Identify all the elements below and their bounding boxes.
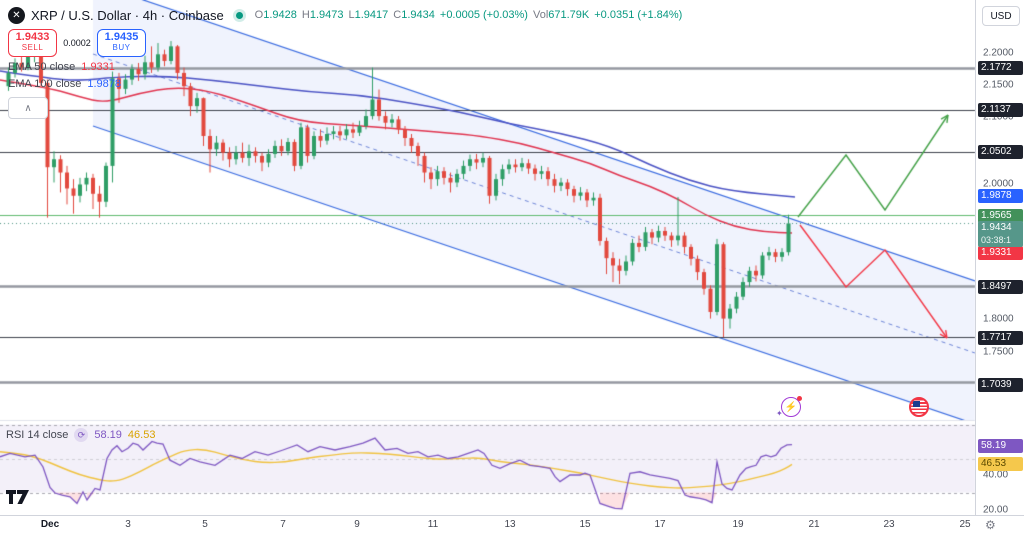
spread-value: 0.0002 bbox=[63, 38, 91, 48]
time-axis-label: 17 bbox=[654, 519, 666, 530]
rsi-ma-value: 46.53 bbox=[127, 429, 156, 441]
price-change: +0.0005 (+0.03%) bbox=[439, 9, 528, 21]
price-axis-tick: 1.7500 bbox=[983, 346, 1014, 358]
current-price-label: 1.9434 03:38:1 bbox=[978, 221, 1023, 247]
ema100-legend[interactable]: EMA 100 close 1.9878 bbox=[8, 78, 122, 90]
tradingview-logo-icon[interactable] bbox=[6, 490, 29, 509]
time-axis-label: Dec bbox=[40, 519, 60, 530]
symbol-row[interactable]: ✕ XRP / U.S. Dollar · 4h · Coinbase O1.9… bbox=[8, 6, 682, 24]
rsi-label: RSI 14 close bbox=[6, 429, 69, 441]
price-axis[interactable]: USD 2.2000 2.1500 2.1000 2.0000 1.8000 1.7500… bbox=[975, 0, 1024, 516]
price-axis-tick: 20.00 bbox=[983, 504, 1009, 516]
time-axis-label: 11 bbox=[427, 519, 439, 530]
currency-toggle-button[interactable]: USD bbox=[982, 6, 1020, 26]
time-axis-label: 25 bbox=[959, 519, 971, 530]
sparkle-icon: ✦ bbox=[776, 409, 783, 418]
sell-button[interactable]: 1.9433 SELL bbox=[8, 29, 57, 57]
time-axis-label: 23 bbox=[883, 519, 895, 530]
price-level-label: 1.8497 bbox=[978, 280, 1023, 294]
time-axis-label: 19 bbox=[732, 519, 744, 530]
market-status-dot-icon bbox=[235, 11, 243, 19]
price-level-label: 1.7039 bbox=[978, 378, 1023, 392]
chart-legend: ✕ XRP / U.S. Dollar · 4h · Coinbase O1.9… bbox=[8, 6, 682, 119]
flag-canton bbox=[913, 401, 920, 407]
price-axis-tick: 1.8000 bbox=[983, 313, 1014, 325]
price-level-label: 1.9878 bbox=[978, 189, 1023, 203]
time-axis[interactable]: Dec 3 5 7 9 11 13 15 17 19 21 23 25 ⚙ bbox=[0, 515, 1024, 534]
price-axis-tick: 2.1000 bbox=[983, 111, 1014, 123]
price-level-label: 46.53 bbox=[978, 457, 1023, 471]
price-level-label: 2.0502 bbox=[978, 145, 1023, 159]
price-level-label: 2.1772 bbox=[978, 61, 1023, 75]
us-flag-event-icon[interactable] bbox=[909, 397, 929, 417]
xrp-logo-icon: ✕ bbox=[8, 6, 25, 24]
rsi-timeframe-icon[interactable]: ⟳ bbox=[74, 428, 89, 442]
volume-change: +0.0351 (+1.84%) bbox=[594, 9, 683, 21]
axis-settings-gear-icon[interactable]: ⚙ bbox=[985, 518, 996, 532]
price-level-label: 2.1137 bbox=[978, 103, 1023, 117]
price-axis-tick: 2.1500 bbox=[983, 79, 1014, 91]
rsi-value: 58.19 bbox=[94, 429, 122, 441]
chevron-up-icon: ∧ bbox=[24, 102, 32, 114]
price-axis-tick: 2.2000 bbox=[983, 47, 1014, 59]
symbol-title[interactable]: XRP / U.S. Dollar · 4h · Coinbase bbox=[31, 7, 224, 23]
rsi-legend[interactable]: RSI 14 close ⟳ 58.19 46.53 bbox=[6, 428, 155, 442]
legend-collapse-button[interactable]: ∧ bbox=[8, 97, 48, 119]
time-axis-label: 9 bbox=[354, 519, 360, 530]
price-level-label: 1.9331 bbox=[978, 246, 1023, 260]
ema50-legend[interactable]: EMA 50 close 1.9331 bbox=[8, 61, 115, 73]
time-axis-label: 7 bbox=[280, 519, 286, 530]
price-axis-tick: 2.0000 bbox=[983, 178, 1014, 190]
trade-panel: 1.9433 SELL 0.0002 1.9435 BUY bbox=[8, 29, 682, 57]
notification-dot-icon bbox=[797, 396, 802, 401]
time-axis-label: 15 bbox=[579, 519, 591, 530]
price-level-label: 58.19 bbox=[978, 439, 1023, 453]
time-axis-label: 21 bbox=[808, 519, 820, 530]
ohlc-values: O1.9428 H1.9473 L1.9417 C1.9434 +0.0005 … bbox=[254, 9, 683, 21]
time-axis-label: 5 bbox=[202, 519, 208, 530]
price-axis-tick: 40.00 bbox=[983, 469, 1009, 481]
volume-value: 671.79K bbox=[548, 9, 590, 21]
time-axis-label: 13 bbox=[504, 519, 516, 530]
time-axis-label: 3 bbox=[125, 519, 131, 530]
price-level-label: 1.7717 bbox=[978, 331, 1023, 345]
buy-button[interactable]: 1.9435 BUY bbox=[97, 29, 146, 57]
price-level-label: 1.9565 bbox=[978, 209, 1023, 223]
flash-event-icon[interactable]: ⚡ ✦ bbox=[776, 396, 802, 418]
